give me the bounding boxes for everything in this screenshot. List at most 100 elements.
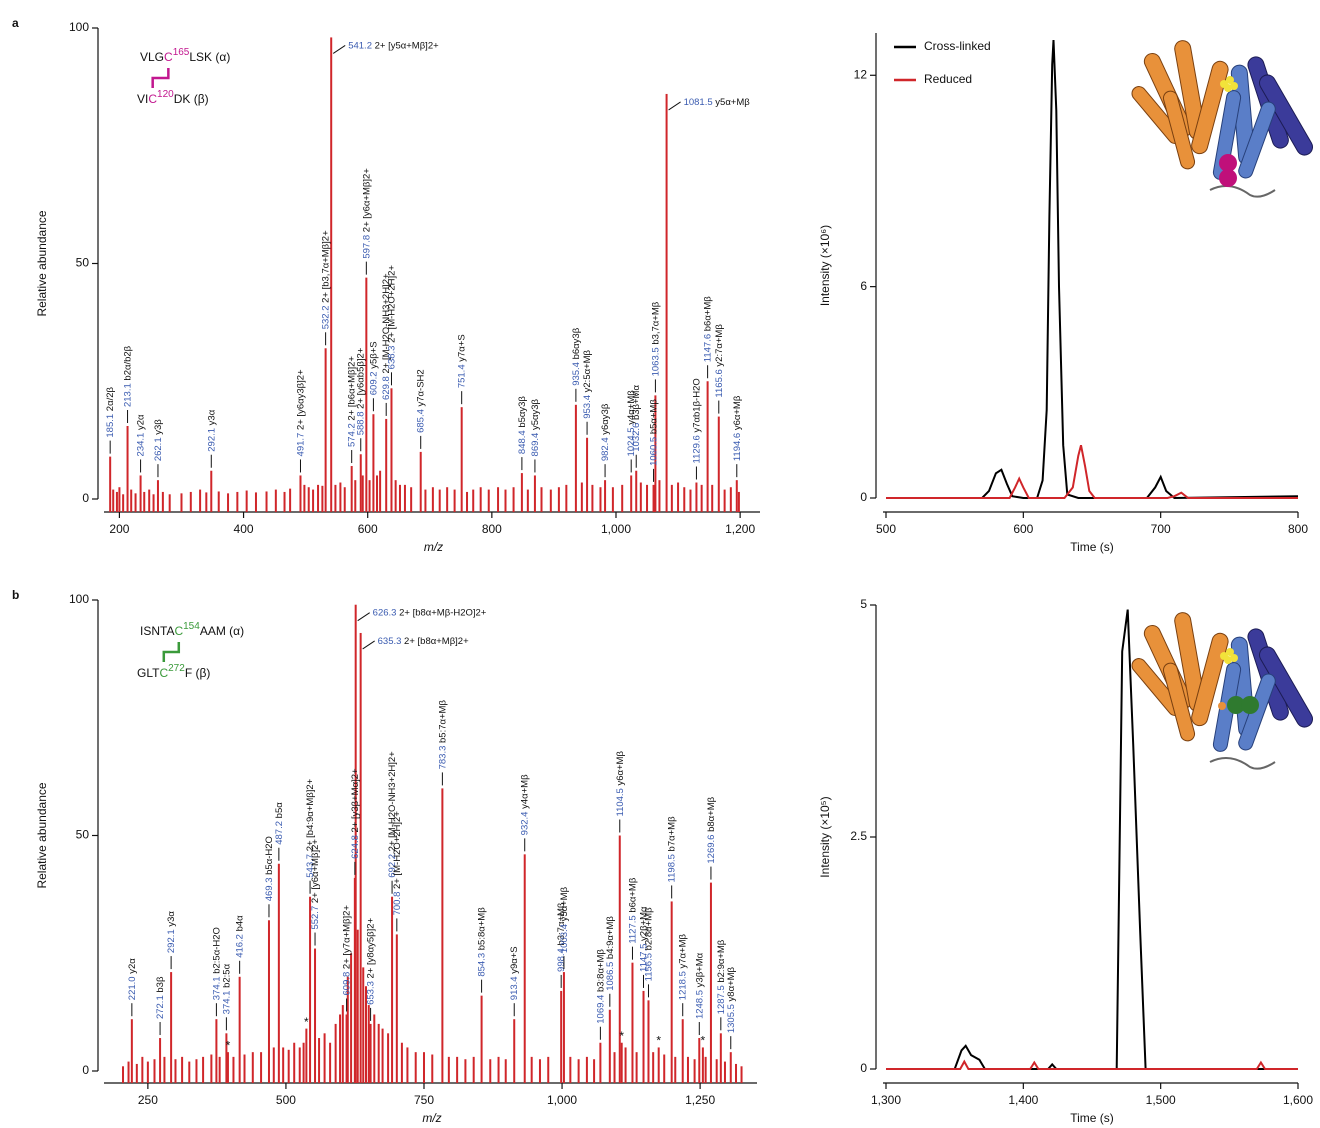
x-tick-label: 1,200 bbox=[725, 522, 755, 536]
peptide: ISNTAC154AAM (α) bbox=[140, 621, 244, 639]
peak bbox=[723, 1061, 726, 1083]
peptide-part: AAM (α) bbox=[200, 624, 244, 638]
peak bbox=[376, 475, 379, 512]
x-tick-label: 1,600 bbox=[1283, 1093, 1313, 1107]
peak bbox=[361, 475, 364, 512]
peak bbox=[540, 487, 543, 512]
panel-letter: a bbox=[12, 16, 19, 30]
peak bbox=[729, 1052, 732, 1083]
peak bbox=[254, 492, 257, 512]
peak bbox=[146, 1061, 149, 1083]
peak-label: 626.3 2+ [b8α+Mβ-H2O]2+ bbox=[373, 607, 487, 618]
peak bbox=[729, 487, 732, 512]
peak-label: 1194.6 y6α+Mβ bbox=[731, 395, 742, 461]
peak bbox=[504, 489, 507, 512]
asterisk-label: * bbox=[619, 1029, 624, 1043]
x-tick-label: 800 bbox=[1288, 522, 1308, 536]
peak bbox=[368, 480, 371, 512]
peak bbox=[456, 1056, 459, 1083]
peak bbox=[277, 863, 280, 1083]
peak bbox=[460, 407, 463, 512]
peak bbox=[711, 484, 714, 512]
peak bbox=[670, 484, 673, 512]
peak bbox=[362, 967, 365, 1083]
panel-letter: b bbox=[12, 588, 19, 602]
peak bbox=[608, 1009, 611, 1083]
site-number: 154 bbox=[183, 621, 200, 632]
peak bbox=[466, 491, 469, 512]
peak bbox=[410, 487, 413, 512]
peptide-part: VI bbox=[137, 92, 148, 106]
peak-label: 185.1 2α/2β bbox=[105, 386, 116, 437]
peak-label: 574.2 2+ [b6α+Mβ]2+ bbox=[346, 356, 357, 447]
peak bbox=[497, 1056, 500, 1083]
y-axis-label: Relative abundance bbox=[35, 782, 49, 888]
peak-label: 635.3 2+ [b8α+Mβ]2+ bbox=[378, 635, 469, 646]
peak bbox=[526, 489, 529, 512]
crosslink-residue: C bbox=[164, 50, 173, 64]
peak-label: 609.2 y5β+S bbox=[368, 341, 379, 395]
y-tick-label: 6 bbox=[860, 279, 867, 293]
peak-label: 1060.5 b5α+Mβ bbox=[648, 399, 659, 466]
peak bbox=[447, 1056, 450, 1083]
x-tick-label: 200 bbox=[109, 522, 129, 536]
x-tick-label: 1,000 bbox=[547, 1093, 577, 1107]
peak bbox=[512, 487, 515, 512]
peak-label: 588.8 2+ [y6αb5β]2+ bbox=[355, 347, 366, 435]
peak bbox=[127, 1061, 130, 1083]
peak bbox=[618, 835, 621, 1083]
x-tick-label: 250 bbox=[138, 1093, 158, 1107]
peak bbox=[115, 491, 118, 512]
peak bbox=[547, 1056, 550, 1083]
peak bbox=[642, 990, 645, 1083]
peak bbox=[122, 494, 125, 512]
peak bbox=[604, 480, 607, 512]
x-axis-label: Time (s) bbox=[1070, 1111, 1114, 1125]
peak-label: 1248.5 y3β+Mα bbox=[694, 952, 705, 1019]
peak-label: 1218.5 y7α+Mβ bbox=[677, 934, 688, 1001]
x-axis-label: m/z bbox=[424, 540, 443, 554]
peak bbox=[715, 1059, 718, 1083]
peak bbox=[226, 1052, 229, 1083]
peak bbox=[635, 470, 638, 512]
series-line bbox=[886, 39, 1299, 500]
peak bbox=[414, 1052, 417, 1083]
peak bbox=[188, 1061, 191, 1083]
peak bbox=[345, 1014, 348, 1083]
peak bbox=[122, 1066, 125, 1083]
peak bbox=[309, 896, 312, 1083]
peak-label: 1287.5 b2:9α+Mβ bbox=[715, 939, 726, 1014]
leader-line bbox=[332, 45, 346, 54]
peak bbox=[305, 1028, 308, 1083]
peak bbox=[174, 1059, 177, 1083]
y-tick-label: 0 bbox=[82, 1063, 89, 1077]
peak bbox=[210, 470, 213, 512]
peak-label: 1081.5 y5α+Mβ bbox=[684, 96, 751, 107]
peak-label: 292.1 y3α bbox=[166, 911, 177, 953]
peak-label: 783.3 b5:7α+Mβ bbox=[437, 700, 448, 770]
peak bbox=[647, 1000, 650, 1083]
asterisk-label: * bbox=[304, 1015, 309, 1029]
peak bbox=[369, 1023, 372, 1083]
peak bbox=[446, 487, 449, 512]
peak bbox=[489, 1059, 492, 1083]
peak bbox=[321, 485, 324, 512]
peak bbox=[569, 1056, 572, 1083]
peak-label: 416.2 b4α bbox=[234, 915, 245, 958]
peak-label: 221.0 y2α bbox=[126, 958, 137, 1000]
peak bbox=[168, 494, 171, 512]
peak-label: 751.4 y7α+S bbox=[456, 334, 467, 388]
peak bbox=[487, 489, 490, 512]
peak bbox=[621, 484, 624, 512]
leader-line bbox=[362, 640, 375, 650]
peak bbox=[631, 962, 634, 1083]
peak bbox=[265, 491, 268, 512]
peak bbox=[148, 489, 151, 512]
legend-label: Cross-linked bbox=[924, 39, 991, 53]
x-axis-label: Time (s) bbox=[1070, 540, 1114, 554]
peak bbox=[562, 972, 565, 1083]
peak bbox=[700, 484, 703, 512]
peak-label: 692.2 2+ [M-H2O-NH3+2H]2+ bbox=[387, 751, 398, 878]
peak-label: 541.2 2+ [y5α+Mβ]2+ bbox=[348, 40, 439, 51]
peak-label: 1129.6 y7αb1β-H2O bbox=[691, 378, 702, 463]
